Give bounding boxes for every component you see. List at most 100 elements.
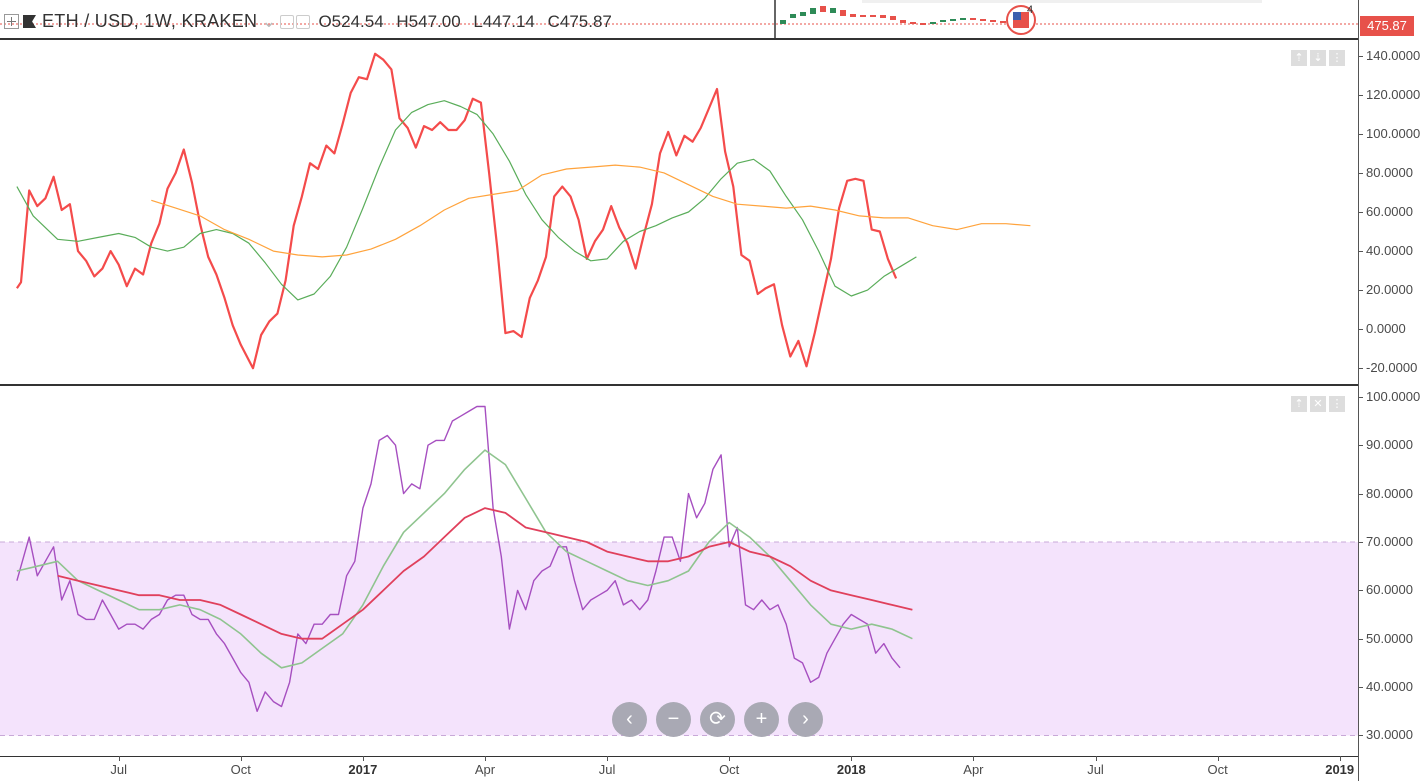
y-tick-label: 90.0000 bbox=[1366, 437, 1413, 453]
y-tick-label: 60.0000 bbox=[1366, 582, 1413, 598]
move-up-icon[interactable]: ⇡ bbox=[1291, 50, 1307, 66]
more-icon[interactable]: ⋮ bbox=[1329, 50, 1345, 66]
y-tick-mark bbox=[1358, 590, 1363, 592]
high-value: H547.00 bbox=[396, 11, 461, 31]
y-tick-label: 80.0000 bbox=[1366, 485, 1413, 501]
pane-divider[interactable] bbox=[0, 384, 1358, 386]
y-tick-label: 40.0000 bbox=[1366, 679, 1413, 695]
overview-candle bbox=[880, 15, 886, 18]
overview-candle bbox=[910, 22, 916, 24]
hide-icon[interactable] bbox=[296, 14, 311, 29]
overview-candles bbox=[0, 0, 1358, 38]
rsi-pane[interactable]: ⇡ ✕ ⋮ bbox=[0, 386, 1358, 756]
y-tick-label: 120.0000 bbox=[1366, 86, 1421, 102]
zoom-in-button[interactable]: + bbox=[744, 702, 779, 737]
overview-candle bbox=[810, 8, 816, 14]
more-icon[interactable]: ⋮ bbox=[1329, 396, 1345, 412]
x-tick-mark bbox=[240, 756, 242, 761]
zoom-out-button[interactable]: − bbox=[656, 702, 691, 737]
time-axis[interactable] bbox=[0, 756, 1358, 782]
y-tick-label: 30.0000 bbox=[1366, 727, 1413, 743]
last-price-label: 475.87 bbox=[1360, 16, 1414, 36]
x-tick-label: 2017 bbox=[348, 762, 378, 777]
y-tick-label: 100.0000 bbox=[1366, 125, 1421, 141]
rsi-ma-slow-line bbox=[57, 507, 913, 640]
x-tick-mark bbox=[1339, 756, 1341, 761]
overview-candle bbox=[970, 18, 976, 20]
oscillator-main-line bbox=[15, 52, 898, 370]
overview-candle bbox=[1000, 21, 1006, 23]
expand-icon[interactable] bbox=[4, 14, 19, 29]
y-tick-mark bbox=[1358, 687, 1363, 689]
y-tick-label: 70.0000 bbox=[1366, 533, 1413, 549]
y-tick-mark bbox=[1358, 735, 1363, 737]
x-tick-mark bbox=[729, 756, 731, 761]
header-bar: ETH / USD, 1W, KRAKEN ⌄ O524.54 H547.00 … bbox=[0, 0, 1358, 40]
y-tick-mark bbox=[1358, 290, 1363, 292]
y-tick-label: 50.0000 bbox=[1366, 630, 1413, 646]
x-tick-label: Jul bbox=[598, 762, 616, 777]
oscillator-slow-line bbox=[151, 164, 1031, 258]
y-tick-mark bbox=[1358, 445, 1363, 447]
rsi-line bbox=[16, 405, 901, 712]
price-axis[interactable] bbox=[1358, 0, 1428, 781]
overview-candle bbox=[820, 6, 826, 12]
y-tick-label: -20.0000 bbox=[1366, 360, 1418, 376]
ohlc-values: O524.54 H547.00 L447.14 C475.87 bbox=[318, 12, 619, 32]
symbol-label[interactable]: ETH / USD, 1W, KRAKEN bbox=[42, 11, 258, 31]
pane1-controls: ⇡ ⇣ ⋮ bbox=[1291, 50, 1345, 66]
y-tick-mark bbox=[1358, 493, 1363, 495]
x-tick-mark bbox=[851, 756, 853, 761]
settings-icon[interactable] bbox=[280, 14, 295, 29]
x-tick-label: Oct bbox=[1207, 762, 1228, 777]
close-pane-icon[interactable]: ✕ bbox=[1310, 396, 1326, 412]
open-value: O524.54 bbox=[318, 11, 384, 31]
overview-candle bbox=[940, 20, 946, 22]
y-tick-mark bbox=[1358, 638, 1363, 640]
y-tick-mark bbox=[1358, 55, 1363, 57]
oscillator-signal-line bbox=[16, 100, 917, 301]
flag-icon[interactable] bbox=[23, 15, 36, 28]
scroll-right-button[interactable]: › bbox=[788, 702, 823, 737]
y-tick-label: 20.0000 bbox=[1366, 282, 1413, 298]
y-tick-mark bbox=[1358, 133, 1363, 135]
y-tick-label: 140.0000 bbox=[1366, 47, 1421, 63]
reset-chart-button[interactable]: ⟳ bbox=[700, 702, 735, 737]
chart-navigation: ‹ − ⟳ + › bbox=[612, 702, 823, 737]
x-tick-mark bbox=[485, 756, 486, 761]
y-tick-mark bbox=[1358, 212, 1363, 213]
rsi-ma-fast-line bbox=[16, 449, 913, 669]
y-tick-label: 100.0000 bbox=[1366, 388, 1421, 404]
us-flag-icon[interactable] bbox=[1003, 2, 1039, 38]
overview-scroll-box[interactable] bbox=[862, 0, 1262, 3]
alert-count-badge: 4 bbox=[1027, 4, 1034, 16]
x-tick-mark bbox=[362, 756, 364, 761]
overview-candle bbox=[980, 19, 986, 21]
overview-candle bbox=[860, 15, 866, 17]
overview-candle bbox=[990, 20, 996, 22]
y-tick-mark bbox=[1358, 329, 1363, 331]
y-tick-mark bbox=[1358, 251, 1363, 253]
overview-candle bbox=[890, 16, 896, 20]
overview-candle bbox=[850, 14, 856, 17]
overview-candle bbox=[800, 12, 806, 16]
oscillator-pane[interactable]: ⇡ ⇣ ⋮ bbox=[0, 40, 1358, 384]
x-tick-mark bbox=[1095, 756, 1097, 761]
symbol-legend: ETH / USD, 1W, KRAKEN ⌄ O524.54 H547.00 … bbox=[4, 11, 620, 32]
overview-candle bbox=[830, 8, 836, 13]
x-tick-mark bbox=[607, 756, 609, 761]
move-down-icon[interactable]: ⇣ bbox=[1310, 50, 1326, 66]
move-up-icon[interactable]: ⇡ bbox=[1291, 396, 1307, 412]
y-tick-label: 40.0000 bbox=[1366, 243, 1413, 259]
y-tick-mark bbox=[1358, 94, 1363, 96]
dropdown-chevron-icon[interactable]: ⌄ bbox=[261, 11, 277, 31]
scroll-left-button[interactable]: ‹ bbox=[612, 702, 647, 737]
overview-candle bbox=[950, 19, 956, 21]
x-tick-label: Jul bbox=[110, 762, 127, 777]
oscillator-chart bbox=[15, 52, 1031, 370]
y-tick-label: 80.0000 bbox=[1366, 164, 1413, 180]
x-tick-mark bbox=[1217, 756, 1219, 761]
rsi-chart bbox=[0, 405, 1358, 736]
x-tick-mark bbox=[973, 756, 975, 761]
x-tick-label: Oct bbox=[230, 762, 251, 777]
